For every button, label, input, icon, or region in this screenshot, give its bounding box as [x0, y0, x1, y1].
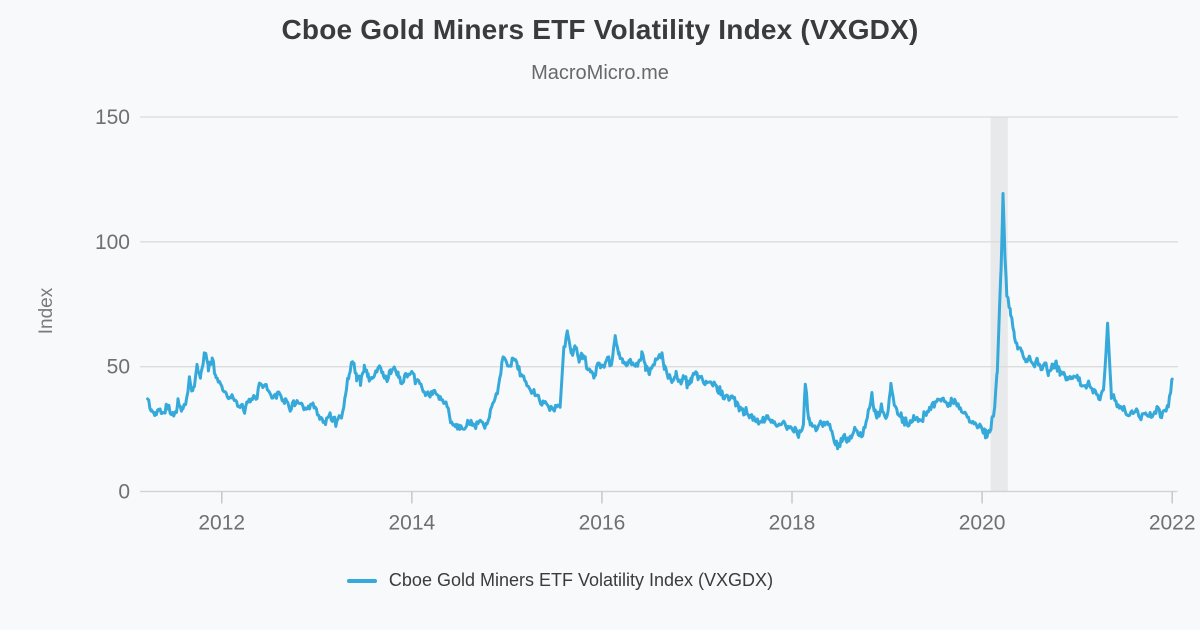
x-tick-label: 2020: [959, 512, 1006, 535]
y-tick-label: 150: [95, 106, 130, 129]
x-tick-label: 2016: [579, 512, 626, 535]
vxgdx-series-line: [146, 192, 1174, 451]
x-tick-label: 2018: [769, 512, 816, 535]
chart-source-watermark: MacroMicro.me: [531, 62, 669, 84]
legend-label: Cboe Gold Miners ETF Volatility Index (V…: [388, 570, 774, 590]
x-tick-label: 2022: [1149, 512, 1196, 535]
legend-line-swatch: [346, 578, 377, 583]
legend: Cboe Gold Miners ETF Volatility Index (V…: [0, 570, 1160, 591]
y-tick-label: 100: [95, 231, 130, 254]
y-tick-label: 50: [107, 356, 130, 379]
y-tick-label: 0: [118, 481, 130, 504]
chart-title: Cboe Gold Miners ETF Volatility Index (V…: [281, 14, 919, 45]
x-tick-label: 2012: [198, 512, 245, 535]
x-tick-label: 2014: [388, 512, 435, 535]
